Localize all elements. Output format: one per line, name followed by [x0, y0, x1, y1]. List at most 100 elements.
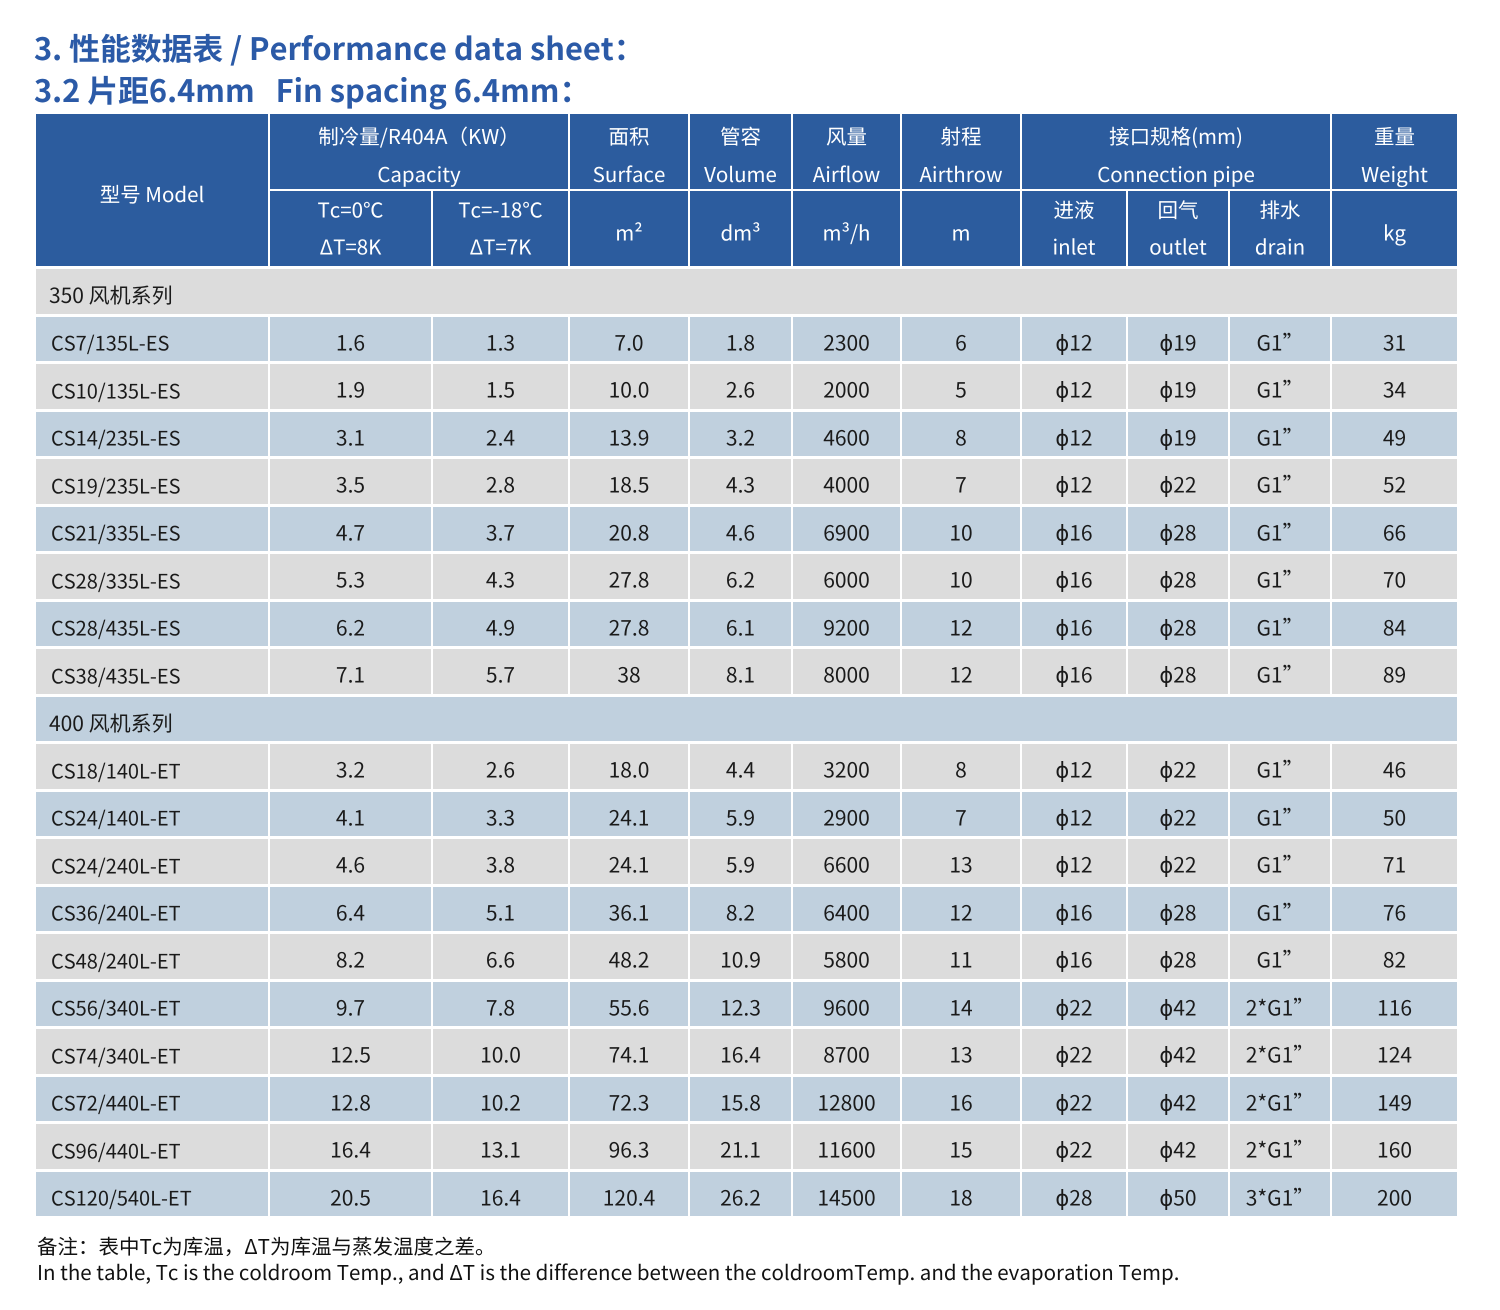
cell-value: 38 — [570, 649, 690, 697]
header-inlet: 进液 inlet — [1022, 191, 1128, 269]
cell-value: 14 — [902, 981, 1022, 1029]
cell-value: 200 — [1377, 1182, 1413, 1213]
cell-value: ϕ22 — [1128, 459, 1230, 507]
cell-value: 8 — [902, 411, 1022, 459]
cell-value: 2*G1” — [1230, 1029, 1333, 1077]
title-line-1: 3. 性能数据表 / Performance data sheet： — [34, 24, 645, 69]
header-inlet-en: inlet — [1052, 230, 1096, 260]
cell-value: 3.8 — [433, 839, 570, 887]
cell-value: ϕ22 — [1022, 1029, 1128, 1077]
cell-value: 6.6 — [433, 934, 570, 982]
cell-value: 5.9 — [690, 839, 793, 887]
cell-value: ϕ22 — [1128, 744, 1230, 792]
cell-value: 71 — [1332, 839, 1458, 887]
cell-value: G1” — [1230, 791, 1333, 839]
section-label: 400 风机系列 — [36, 697, 1458, 744]
header-capacity-en: Capacity — [377, 157, 461, 188]
cell-value: 27.8 — [570, 601, 690, 649]
cell-value: ϕ50 — [1128, 1171, 1230, 1216]
cell-value: 10.9 — [690, 934, 793, 982]
cell-value: 20.8 — [570, 506, 690, 554]
header-tc0: Tc=0℃ ΔT=8K — [270, 191, 433, 269]
cell-value: 18.5 — [570, 459, 690, 507]
cell-value: ϕ16 — [1022, 886, 1128, 934]
cell-value: 8700 — [793, 1029, 902, 1077]
header-model-label: 型号 Model — [99, 177, 205, 208]
header-weight: 重量 Weight — [1332, 114, 1458, 191]
section-label: 350 风机系列 — [36, 269, 1458, 317]
cell-value: 2300 — [793, 316, 902, 364]
cell-model: CS10/135L-ES — [36, 364, 270, 412]
cell-value: 18 — [902, 1171, 1022, 1216]
cell-value: ϕ22 — [1022, 981, 1128, 1029]
cell-value: 6.1 — [690, 601, 793, 649]
cell-value: 124 — [1332, 1029, 1458, 1077]
cell-model: CS38/435L-ES — [36, 649, 270, 697]
cell-value: ϕ22 — [1022, 1124, 1128, 1172]
cell-value: 1.5 — [433, 364, 570, 412]
header-surface-unit: m² — [570, 191, 690, 269]
header-tc18-line1: Tc=-18℃ — [458, 193, 543, 223]
cell-model: CS56/340L-ET — [36, 981, 270, 1029]
cell-model: CS74/340L-ET — [36, 1029, 270, 1077]
cell-value: 1.6 — [270, 316, 433, 364]
header-inlet-zh: 进液 — [1053, 193, 1095, 223]
cell-value: 10.0 — [433, 1029, 570, 1077]
header-airflow-unit: m³/h — [793, 191, 902, 269]
cell-value: G1” — [1230, 364, 1333, 412]
header-surface-unit-label: m² — [615, 216, 643, 246]
header-volume-en: Volume — [704, 157, 777, 188]
cell-value: 6.2 — [270, 601, 433, 649]
table-row: CS18/140L-ET 3.2 2.6 18.0 4.4 3200 8 ϕ12 ϕ22 G1” 4… — [36, 744, 1458, 792]
header-surface-en: Surface — [592, 157, 666, 188]
cell-value: ϕ16 — [1022, 506, 1128, 554]
cell-value: 16.4 — [433, 1171, 570, 1216]
cell-value: 2000 — [793, 364, 902, 412]
cell-value: 6.2 — [690, 554, 793, 602]
cell-value: 16.4 — [690, 1029, 793, 1077]
cell-value: G1” — [1230, 744, 1333, 792]
cell-value: 6000 — [793, 554, 902, 602]
cell-value: 4600 — [793, 411, 902, 459]
header-outlet-zh: 回气 — [1157, 193, 1199, 223]
cell-value: G1” — [1230, 554, 1333, 602]
cell-value: 52 — [1332, 459, 1458, 507]
cell-value: 5800 — [793, 934, 902, 982]
cell-value: 2*G1” — [1230, 1124, 1333, 1172]
cell-value: ϕ19 — [1128, 316, 1230, 364]
cell-value: 11600 — [793, 1124, 902, 1172]
table-row: CS120/540L-ET 20.5 16.4 120.4 26.2 14500 18 ϕ28… — [36, 1171, 1458, 1216]
header-pipe-zh: 接口规格(mm) — [1109, 119, 1243, 150]
title-line-2: 3.2 片距6.4mm Fin spacing 6.4mm： — [34, 66, 591, 111]
cell-value: 3.2 — [270, 744, 433, 792]
section-row: 400 风机系列 — [36, 696, 1458, 744]
cell-value: 13 — [902, 1029, 1022, 1077]
cell-value: 48.2 — [570, 934, 690, 982]
cell-value: ϕ42 — [1128, 1124, 1230, 1172]
cell-value: 10 — [902, 554, 1022, 602]
page-title: 3. 性能数据表 / Performance data sheet： 3.2 片… — [34, 26, 645, 110]
table-body: 350 风机系列 CS7/135L-ES 1.6 1.3 7.0 1.8 2300 6 ϕ12 ϕ… — [36, 269, 1458, 1216]
cell-value: 2.6 — [433, 744, 570, 792]
cell-value: ϕ22 — [1128, 791, 1230, 839]
header-airthrow-unit: m — [902, 191, 1022, 269]
header-airthrow-unit-label: m — [951, 216, 971, 246]
cell-model: CS120/540L-ET — [36, 1171, 270, 1216]
header-capacity-group: 制冷量/R404A（KW） Capacity — [270, 114, 570, 191]
table-row: CS24/140L-ET 4.1 3.3 24.1 5.9 2900 7 ϕ12 ϕ22 G1” 5… — [36, 791, 1458, 839]
cell-value: 24.1 — [570, 791, 690, 839]
header-airthrow: 射程 Airthrow — [902, 114, 1022, 191]
cell-value: 12 — [902, 649, 1022, 697]
cell-value: 2*G1” — [1230, 981, 1333, 1029]
table-row: CS21/335L-ES 4.7 3.7 20.8 4.6 6900 10 ϕ16 ϕ28 G1”… — [36, 506, 1458, 554]
table-row: CS56/340L-ET 9.7 7.8 55.6 12.3 9600 14 ϕ22 ϕ42 2*… — [36, 981, 1458, 1029]
cell-model: CS19/235L-ES — [36, 459, 270, 507]
cell-value: 6900 — [793, 506, 902, 554]
table-row: CS24/240L-ET 4.6 3.8 24.1 5.9 6600 13 ϕ12 ϕ22 G1”… — [36, 839, 1458, 887]
cell-value: 5.3 — [270, 554, 433, 602]
header-tc0-line1: Tc=0℃ — [317, 193, 384, 223]
cell-model: CS24/140L-ET — [36, 791, 270, 839]
cell-value: ϕ42 — [1128, 1029, 1230, 1077]
cell-value: 3.2 — [690, 411, 793, 459]
table-row: CS14/235L-ES 3.1 2.4 13.9 3.2 4600 8 ϕ12 ϕ19 G1” 4… — [36, 411, 1458, 459]
